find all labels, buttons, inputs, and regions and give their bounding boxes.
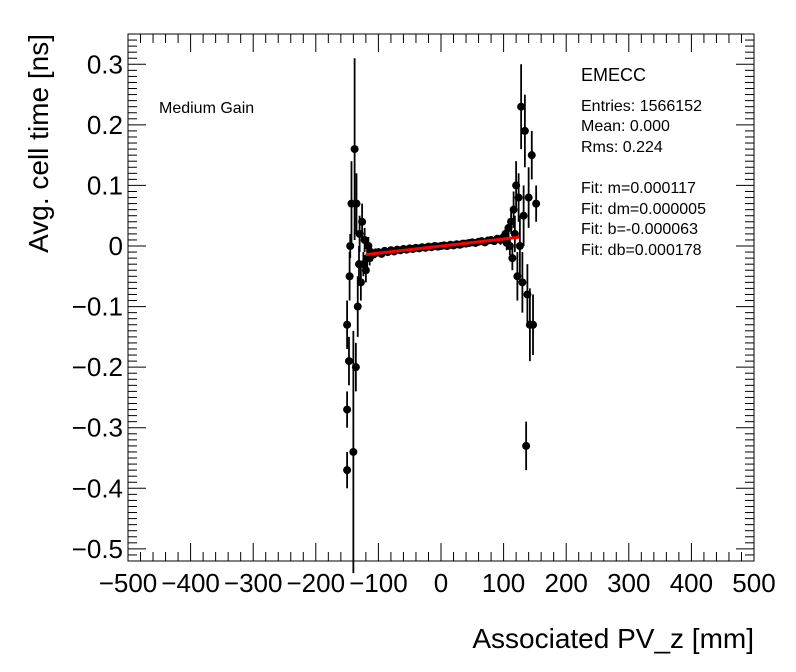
data-point [501, 229, 510, 238]
data-point [515, 242, 524, 251]
data-point [350, 145, 359, 154]
axis-ticks [127, 33, 755, 562]
y-tick-label: −0.5 [72, 534, 123, 564]
x-tick-label: 200 [545, 568, 588, 598]
stat-rms: Rms: 0.224 [581, 139, 663, 156]
data-point [343, 320, 352, 329]
y-axis-title: Avg. cell time [ns] [23, 34, 54, 253]
data-point [529, 320, 538, 329]
data-point [345, 272, 354, 281]
stat-fit-db: Fit: db=0.000178 [581, 242, 702, 259]
x-tick-label: −400 [161, 568, 220, 598]
data-point [518, 278, 527, 287]
data-point [527, 151, 536, 160]
fit-line-group [365, 235, 520, 257]
data-point [522, 441, 531, 450]
data-point [352, 199, 361, 208]
partition-label: EMECC [581, 65, 646, 85]
stat-fit-b: Fit: b=-0.000063 [581, 221, 698, 238]
x-tick-labels: −500 −400 −300 −200 −100 0 100 200 300 400 500 [99, 568, 776, 598]
data-point [343, 466, 352, 475]
data-point [360, 235, 369, 244]
data-point [507, 217, 516, 226]
y-tick-label: 0.2 [87, 110, 123, 140]
data-point [353, 302, 362, 311]
x-tick-label: 300 [607, 568, 650, 598]
data-point [356, 278, 365, 287]
data-point [510, 229, 519, 238]
x-axis-title: Associated PV_z [mm] [472, 623, 754, 654]
y-tick-label: −0.3 [72, 413, 123, 443]
data-point [505, 242, 514, 251]
data-point [508, 254, 517, 263]
data-point [519, 211, 528, 220]
data-point [523, 290, 532, 299]
data-point [513, 272, 522, 281]
x-tick-label: −100 [349, 568, 408, 598]
y-tick-label: 0.1 [87, 170, 123, 200]
data-point [514, 193, 523, 202]
x-tick-label: 500 [732, 568, 775, 598]
data-point [343, 405, 352, 414]
x-tick-label: −500 [99, 568, 158, 598]
y-tick-label: 0 [109, 231, 123, 261]
stat-mean: Mean: 0.000 [581, 118, 670, 135]
x-tick-label: 400 [670, 568, 713, 598]
data-point [344, 357, 353, 366]
gain-label: Medium Gain [159, 100, 254, 117]
data-point [532, 199, 541, 208]
data-point [517, 102, 526, 111]
data-point [355, 229, 364, 238]
stat-entries: Entries: 1566152 [581, 98, 702, 115]
y-tick-label: −0.2 [72, 352, 123, 382]
data-point [364, 242, 373, 251]
stat-fit-dm: Fit: dm=0.000005 [581, 201, 706, 218]
data-point [512, 181, 521, 190]
y-tick-labels: −0.5 −0.4 −0.3 −0.2 −0.1 0 0.1 0.2 0.3 [72, 49, 123, 564]
data-point [349, 447, 358, 456]
x-tick-label: 100 [482, 568, 525, 598]
data-point [504, 223, 513, 232]
data-point [509, 205, 518, 214]
data-point [524, 193, 533, 202]
x-tick-label: −200 [287, 568, 346, 598]
y-tick-label: −0.1 [72, 292, 123, 322]
data-point [351, 363, 360, 372]
stat-fit-m: Fit: m=0.000117 [581, 180, 696, 197]
data-point [361, 266, 370, 275]
data-point [359, 260, 368, 269]
y-tick-label: 0.3 [87, 49, 123, 79]
data-point [520, 126, 529, 135]
x-tick-label: −300 [224, 568, 283, 598]
fit-line [365, 235, 520, 257]
data-point [346, 242, 355, 251]
data-point [358, 217, 367, 226]
x-tick-label: 0 [434, 568, 448, 598]
y-tick-label: −0.4 [72, 473, 123, 503]
